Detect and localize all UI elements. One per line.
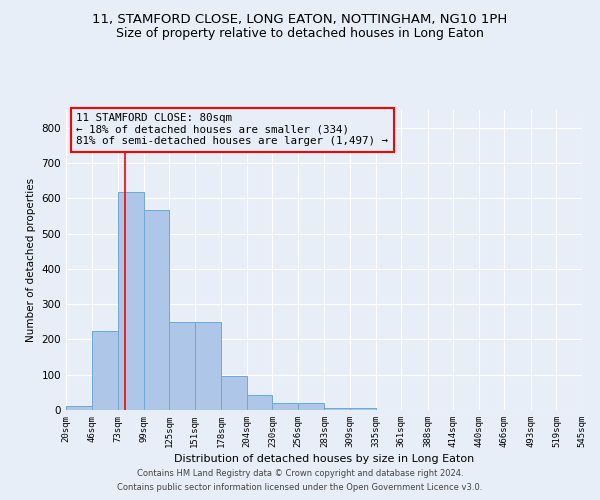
Bar [143,210,169,410]
Y-axis label: Number of detached properties: Number of detached properties [26,178,36,342]
Bar [92,331,118,410]
Bar [221,376,247,410]
Text: 11, STAMFORD CLOSE, LONG EATON, NOTTINGHAM, NG10 1PH: 11, STAMFORD CLOSE, LONG EATON, NOTTINGH… [92,12,508,26]
Bar [350,408,376,410]
Bar [195,322,221,410]
Text: Contains HM Land Registry data © Crown copyright and database right 2024.: Contains HM Land Registry data © Crown c… [137,468,463,477]
Bar [325,408,350,410]
Text: 11 STAMFORD CLOSE: 80sqm
← 18% of detached houses are smaller (334)
81% of semi-: 11 STAMFORD CLOSE: 80sqm ← 18% of detach… [76,113,388,146]
Bar [247,395,272,410]
X-axis label: Distribution of detached houses by size in Long Eaton: Distribution of detached houses by size … [174,454,474,464]
Bar [272,403,298,410]
Bar [169,322,195,410]
Bar [298,403,325,410]
Text: Size of property relative to detached houses in Long Eaton: Size of property relative to detached ho… [116,28,484,40]
Bar [118,192,143,410]
Bar [66,406,92,410]
Text: Contains public sector information licensed under the Open Government Licence v3: Contains public sector information licen… [118,484,482,492]
